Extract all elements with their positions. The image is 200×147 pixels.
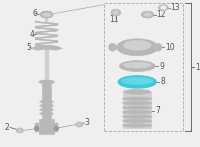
Ellipse shape (35, 126, 39, 130)
Ellipse shape (141, 11, 154, 18)
Text: 2: 2 (5, 123, 10, 132)
Text: 5: 5 (27, 43, 32, 52)
Ellipse shape (122, 124, 152, 127)
Text: 3: 3 (84, 118, 89, 127)
Ellipse shape (122, 101, 152, 105)
Ellipse shape (122, 110, 152, 114)
Ellipse shape (123, 40, 151, 50)
Ellipse shape (122, 119, 152, 123)
Text: 12: 12 (156, 10, 166, 19)
Text: 8: 8 (160, 77, 165, 86)
Ellipse shape (144, 13, 152, 17)
Ellipse shape (54, 126, 58, 130)
Text: 11: 11 (109, 15, 119, 24)
Bar (104, 3, 183, 131)
Ellipse shape (40, 112, 53, 115)
Text: 10: 10 (165, 43, 175, 52)
Bar (123, 92, 151, 128)
Text: 13: 13 (170, 3, 180, 12)
Ellipse shape (40, 108, 53, 111)
Ellipse shape (123, 62, 151, 68)
Ellipse shape (121, 77, 153, 84)
Ellipse shape (122, 97, 152, 101)
Ellipse shape (111, 9, 121, 16)
Ellipse shape (18, 129, 22, 132)
Ellipse shape (161, 6, 166, 9)
Ellipse shape (122, 115, 152, 118)
Ellipse shape (119, 61, 155, 72)
Text: 1: 1 (195, 63, 200, 72)
Ellipse shape (40, 104, 53, 107)
Ellipse shape (158, 5, 168, 11)
Bar (42, 82, 51, 119)
Ellipse shape (43, 13, 51, 17)
Polygon shape (31, 45, 62, 50)
Bar (54, 122, 58, 132)
Ellipse shape (77, 123, 81, 126)
Ellipse shape (39, 80, 54, 84)
Text: 7: 7 (155, 106, 160, 115)
Ellipse shape (40, 11, 53, 18)
Ellipse shape (123, 89, 151, 94)
Bar (39, 119, 54, 134)
Ellipse shape (113, 11, 119, 15)
Ellipse shape (154, 43, 162, 51)
Ellipse shape (76, 122, 83, 127)
Text: 9: 9 (159, 62, 164, 71)
Text: 4: 4 (30, 30, 35, 39)
Ellipse shape (40, 100, 53, 103)
Bar (35, 122, 39, 132)
Ellipse shape (118, 76, 156, 88)
Text: 6: 6 (33, 9, 38, 18)
Ellipse shape (116, 39, 158, 56)
Bar (45, 17, 48, 21)
Ellipse shape (122, 106, 152, 109)
Bar (45, 49, 49, 82)
Ellipse shape (16, 128, 23, 133)
Ellipse shape (109, 43, 116, 51)
